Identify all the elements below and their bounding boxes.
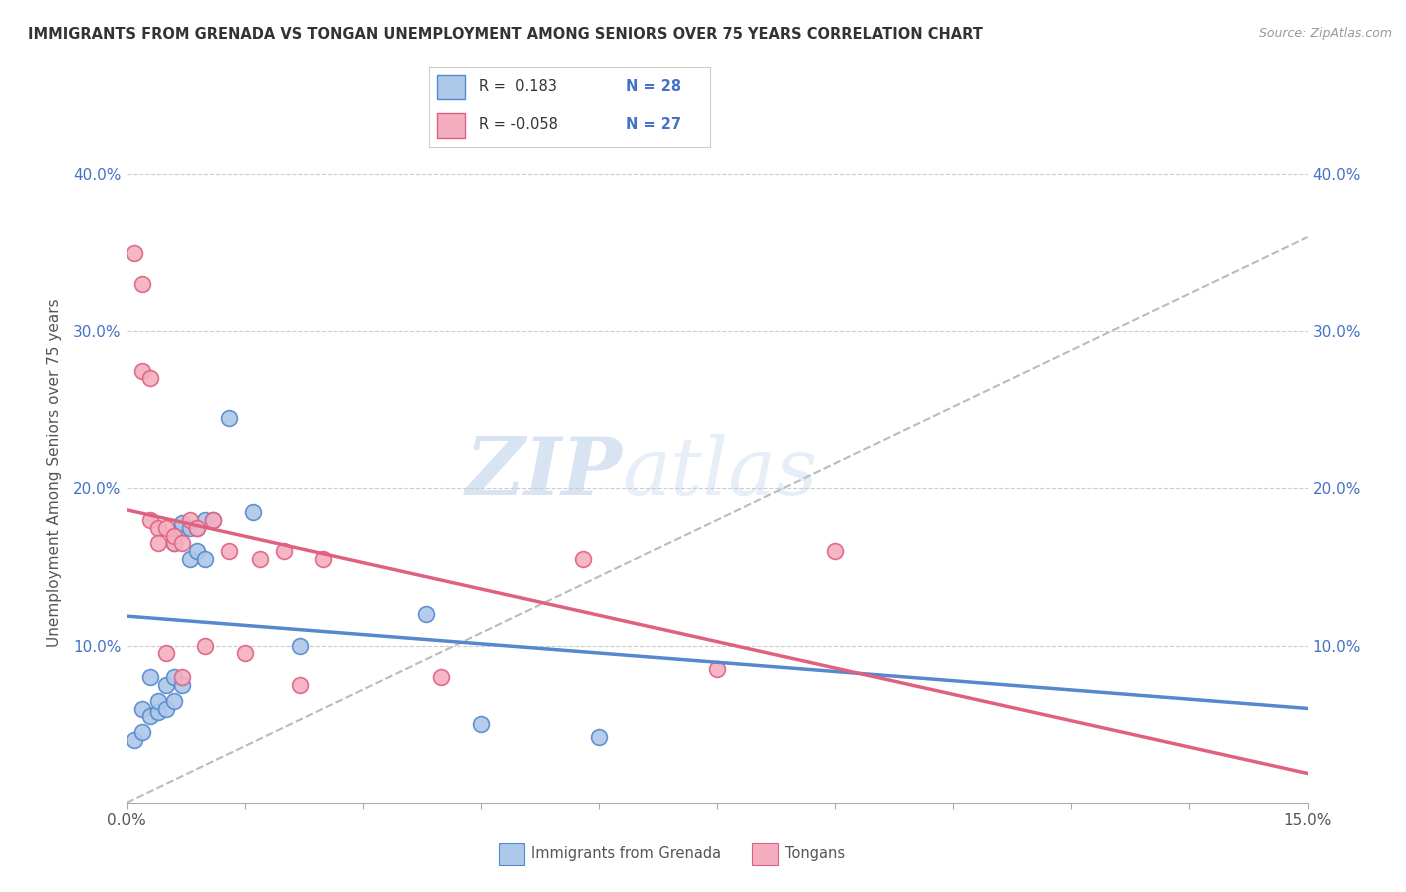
Text: ZIP: ZIP bbox=[465, 434, 623, 511]
Point bbox=[186, 521, 208, 535]
Point bbox=[233, 647, 256, 661]
Point bbox=[131, 725, 153, 739]
Bar bbox=[437, 113, 465, 137]
Text: atlas: atlas bbox=[623, 434, 818, 511]
Point bbox=[155, 647, 177, 661]
Point bbox=[163, 536, 186, 550]
Point bbox=[163, 528, 186, 542]
Point bbox=[273, 544, 295, 558]
Point bbox=[194, 513, 217, 527]
Point bbox=[218, 544, 240, 558]
Text: Immigrants from Grenada: Immigrants from Grenada bbox=[531, 847, 721, 861]
Point bbox=[155, 701, 177, 715]
Point bbox=[470, 717, 492, 731]
Point bbox=[288, 639, 311, 653]
Point bbox=[179, 521, 201, 535]
Text: Tongans: Tongans bbox=[785, 847, 845, 861]
Point bbox=[139, 670, 162, 684]
Point bbox=[179, 513, 201, 527]
Y-axis label: Unemployment Among Seniors over 75 years: Unemployment Among Seniors over 75 years bbox=[46, 299, 62, 647]
Point bbox=[131, 701, 153, 715]
Point bbox=[139, 709, 162, 723]
Point bbox=[242, 505, 264, 519]
Point bbox=[146, 705, 169, 719]
Point bbox=[170, 670, 193, 684]
Point bbox=[155, 521, 177, 535]
Point bbox=[288, 678, 311, 692]
Point bbox=[202, 513, 225, 527]
Point bbox=[170, 521, 193, 535]
Point bbox=[588, 730, 610, 744]
Point bbox=[163, 536, 186, 550]
Point bbox=[146, 521, 169, 535]
Point bbox=[430, 670, 453, 684]
Text: N = 28: N = 28 bbox=[626, 79, 681, 95]
Point bbox=[186, 544, 208, 558]
Text: R = -0.058: R = -0.058 bbox=[479, 117, 558, 132]
Point bbox=[179, 552, 201, 566]
Point bbox=[186, 521, 208, 535]
Bar bbox=[437, 75, 465, 99]
Point bbox=[131, 277, 153, 292]
Point bbox=[194, 639, 217, 653]
Point bbox=[124, 733, 146, 747]
Point bbox=[170, 678, 193, 692]
Text: N = 27: N = 27 bbox=[626, 117, 681, 132]
Text: IMMIGRANTS FROM GRENADA VS TONGAN UNEMPLOYMENT AMONG SENIORS OVER 75 YEARS CORRE: IMMIGRANTS FROM GRENADA VS TONGAN UNEMPL… bbox=[28, 27, 983, 42]
Point bbox=[170, 516, 193, 530]
Point bbox=[249, 552, 271, 566]
Text: Source: ZipAtlas.com: Source: ZipAtlas.com bbox=[1258, 27, 1392, 40]
Point bbox=[163, 670, 186, 684]
Point bbox=[131, 363, 153, 377]
Point bbox=[824, 544, 846, 558]
Point bbox=[146, 693, 169, 707]
Text: R =  0.183: R = 0.183 bbox=[479, 79, 557, 95]
Point bbox=[170, 536, 193, 550]
Point bbox=[312, 552, 335, 566]
Point bbox=[139, 513, 162, 527]
Point bbox=[124, 245, 146, 260]
Point bbox=[146, 536, 169, 550]
Point bbox=[194, 552, 217, 566]
Point bbox=[706, 662, 728, 676]
Point bbox=[218, 410, 240, 425]
Point bbox=[572, 552, 595, 566]
Point bbox=[415, 607, 437, 622]
Point bbox=[202, 513, 225, 527]
Point bbox=[155, 678, 177, 692]
Point bbox=[163, 693, 186, 707]
Point bbox=[139, 371, 162, 385]
